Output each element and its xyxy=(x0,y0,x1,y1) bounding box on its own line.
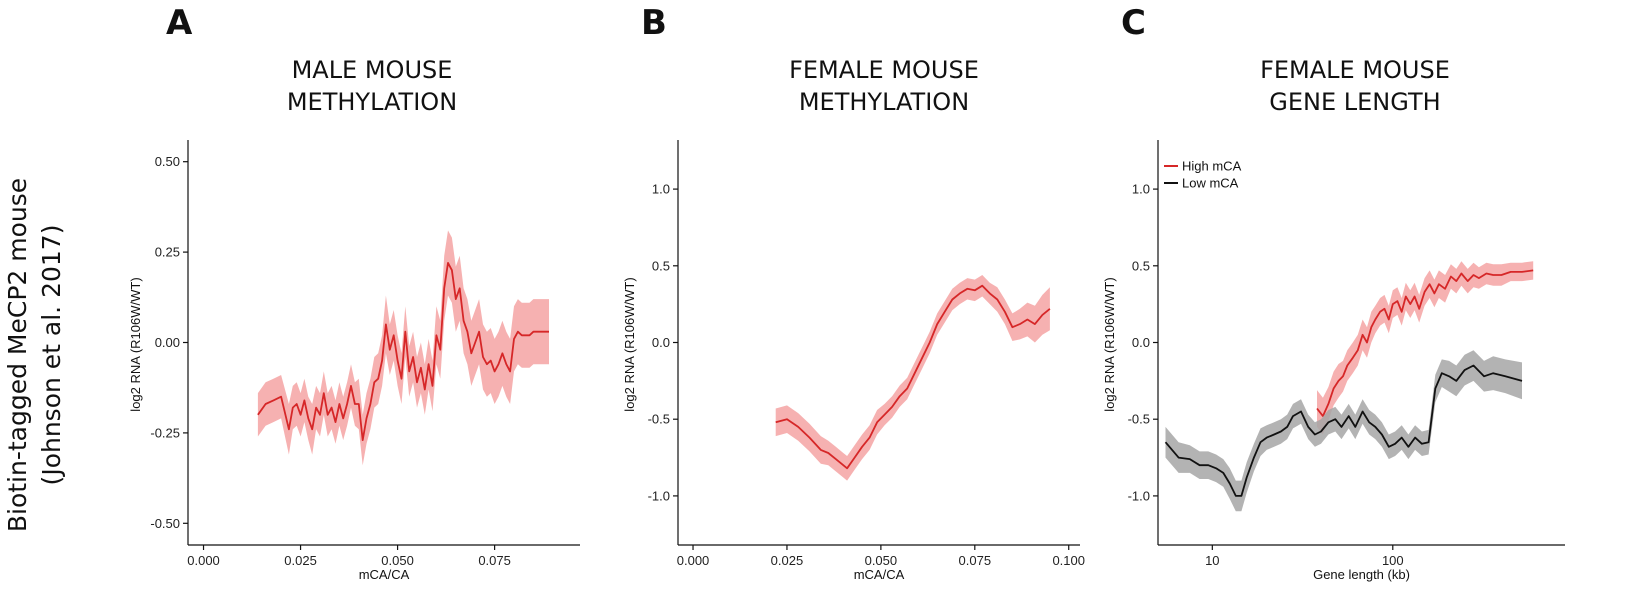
panel-a-high-mca-line xyxy=(257,261,549,442)
panel-b-y-tick-label: -0.5 xyxy=(648,412,670,427)
side-label-line1: Biotin-tagged MeCP2 mouse xyxy=(3,178,32,532)
panel-a-y-tick-label: -0.50 xyxy=(150,516,180,531)
panel-b-title-line1: FEMALE MOUSE xyxy=(789,56,979,84)
panel-b-x-axis-label: mCA/CA xyxy=(854,567,905,582)
panel-c-title-line1: FEMALE MOUSE xyxy=(1260,56,1450,84)
panel-b-x-tick-label: 0.000 xyxy=(677,553,710,568)
panel-c-x-tick-label: 10 xyxy=(1205,553,1219,568)
panel-a-x-axis-label: mCA/CA xyxy=(359,567,410,582)
panel-c: C FEMALE MOUSE GENE LENGTH -1.0 -0.5 0.0 0.… xyxy=(1102,3,1565,582)
panel-c-title-line2: GENE LENGTH xyxy=(1269,88,1440,116)
panel-c-high-mca-line xyxy=(1316,269,1534,418)
panel-b-high-mca-line xyxy=(775,284,1051,470)
panel-b-label: B xyxy=(641,3,667,43)
panel-a-y-tick-label: 0.25 xyxy=(155,245,180,260)
panel-c-high-mca-ci-band xyxy=(1317,261,1534,435)
panel-a-y-tick-label: -0.25 xyxy=(150,425,180,440)
panel-a-y-axis-label: log2 RNA (R106W/WT) xyxy=(128,277,143,411)
panel-c-x-axis-label: Gene length (kb) xyxy=(1313,567,1410,582)
panel-b-x-tick-label: 0.075 xyxy=(959,553,992,568)
panel-b: B FEMALE MOUSE METHYLATION -1.0 -0.5 0.0 0.… xyxy=(622,3,1085,582)
panel-c-y-axis-label: log2 RNA (R106W/WT) xyxy=(1102,277,1117,411)
panel-b-x-tick-label: 0.025 xyxy=(771,553,804,568)
panel-b-y-tick-label: 1.0 xyxy=(652,182,670,197)
panel-a-x-tick-label: 0.050 xyxy=(381,553,414,568)
panel-c-y-tick-label: 0.5 xyxy=(1132,258,1150,273)
panel-b-x-tick-label: 0.100 xyxy=(1052,553,1085,568)
legend-label-high-mca: High mCA xyxy=(1182,159,1242,174)
panel-a-x-tick-label: 0.075 xyxy=(478,553,511,568)
panel-a-y-tick-label: 0.50 xyxy=(155,154,180,169)
panel-a-title-line2: METHYLATION xyxy=(287,88,457,116)
panel-c-y-tick-label: 1.0 xyxy=(1132,182,1150,197)
panel-c-legend: High mCA Low mCA xyxy=(1164,159,1242,191)
panel-b-title-line2: METHYLATION xyxy=(799,88,969,116)
panel-a: A MALE MOUSE METHYLATION -0.50-0.250.000… xyxy=(128,3,580,582)
panel-a-title-line1: MALE MOUSE xyxy=(292,56,453,84)
panel-c-label: C xyxy=(1121,3,1146,43)
side-label: Biotin-tagged MeCP2 mouse (Johnson et al… xyxy=(3,178,66,532)
panel-b-x-tick-label: 0.050 xyxy=(865,553,898,568)
panel-b-y-tick-label: 0.0 xyxy=(652,335,670,350)
panel-b-y-axis-label: log2 RNA (R106W/WT) xyxy=(622,277,637,411)
panel-c-y-tick-label: 0.0 xyxy=(1132,335,1150,350)
panel-c-x-tick-label: 100 xyxy=(1382,553,1404,568)
panel-a-x-tick-label: 0.025 xyxy=(284,553,317,568)
legend-label-low-mca: Low mCA xyxy=(1182,176,1239,191)
panel-c-low-mca-line xyxy=(1164,364,1523,497)
panel-c-low-mca-ci-band xyxy=(1165,350,1522,512)
panel-b-y-tick-label: 0.5 xyxy=(652,258,670,273)
panel-a-x-tick-label: 0.000 xyxy=(187,553,220,568)
panel-a-y-tick-label: 0.00 xyxy=(155,335,180,350)
panel-b-y-tick-label: -1.0 xyxy=(648,488,670,503)
panel-c-y-tick-label: -1.0 xyxy=(1128,488,1150,503)
panel-a-label: A xyxy=(166,3,193,43)
side-label-line2: (Johnson et al. 2017) xyxy=(37,225,66,486)
panel-c-y-tick-label: -0.5 xyxy=(1128,412,1150,427)
